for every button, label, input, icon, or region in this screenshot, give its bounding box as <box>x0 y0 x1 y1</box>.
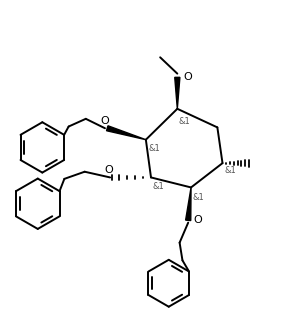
Text: O: O <box>104 165 113 175</box>
Text: &1: &1 <box>225 166 237 175</box>
Text: &1: &1 <box>149 144 160 153</box>
Polygon shape <box>186 188 191 220</box>
Text: O: O <box>101 116 110 126</box>
Text: &1: &1 <box>152 182 164 191</box>
Text: &1: &1 <box>192 193 204 202</box>
Text: O: O <box>184 72 192 82</box>
Polygon shape <box>106 126 146 140</box>
Polygon shape <box>175 77 180 109</box>
Text: O: O <box>193 215 202 225</box>
Text: &1: &1 <box>179 117 190 126</box>
